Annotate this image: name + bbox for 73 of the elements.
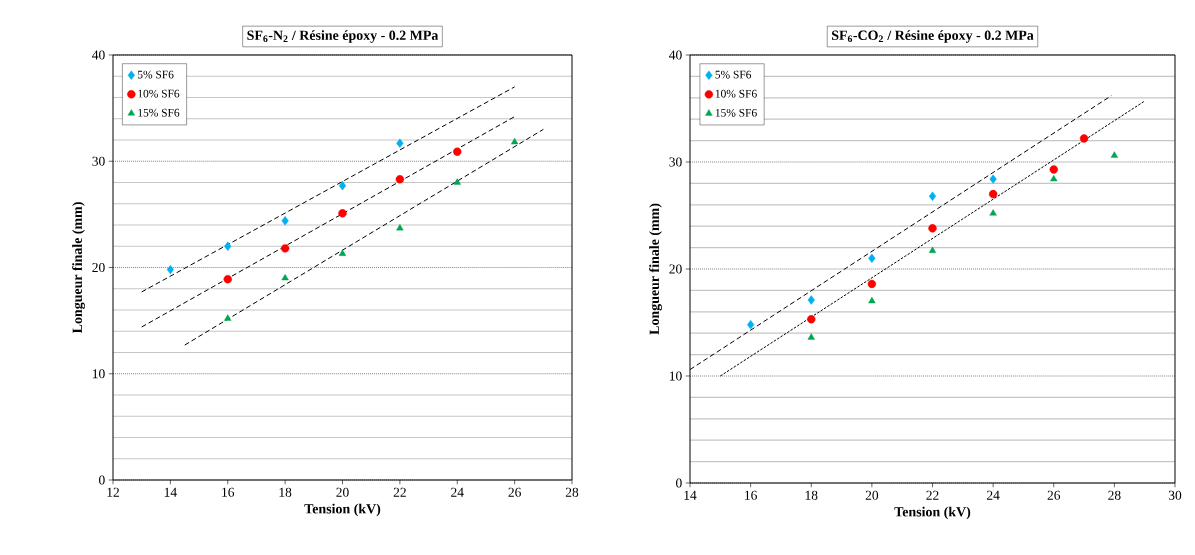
point — [928, 246, 937, 253]
x-tick-label: 22 — [926, 490, 939, 500]
y-tick-label: 10 — [669, 371, 682, 381]
point — [453, 178, 461, 185]
point — [989, 209, 997, 216]
point — [224, 241, 232, 251]
y-tick-label: 40 — [92, 50, 105, 60]
point — [510, 137, 519, 145]
point — [867, 279, 877, 289]
legend-label: 15% SF6 — [138, 108, 180, 117]
x-tick-label: 22 — [393, 487, 406, 497]
legend-label: 10% SF6 — [715, 89, 757, 98]
legend-label: 15% SF6 — [715, 108, 757, 117]
point — [453, 147, 462, 156]
x-tick-label: 16 — [222, 487, 235, 497]
x-tick-label: 14 — [164, 487, 177, 497]
point — [224, 314, 232, 321]
point — [868, 253, 876, 263]
point — [280, 244, 290, 253]
point — [1050, 174, 1058, 182]
x-tick-label: 30 — [1168, 490, 1182, 500]
y-tick-label: 40 — [669, 50, 682, 60]
legend-label: 5% SF6 — [138, 70, 174, 79]
point — [1079, 134, 1089, 143]
point — [223, 275, 232, 284]
point — [807, 333, 815, 340]
x-tick-label: 28 — [565, 487, 579, 497]
point — [338, 209, 347, 218]
y-tick-label: 0 — [99, 475, 105, 485]
chart-title: SF$_{6}$-CO$_{2}$ / Résine époxy - 0.2 MPa — [832, 30, 1034, 43]
y-tick-label: 30 — [92, 156, 105, 166]
x-tick-label: 28 — [1108, 490, 1121, 500]
point — [1049, 165, 1058, 174]
y-tick-label: 30 — [669, 157, 682, 167]
point — [396, 138, 404, 148]
y-axis-title: Longueur finale (mm) — [72, 202, 85, 334]
x-tick-label: 12 — [107, 487, 119, 497]
point — [928, 191, 937, 201]
x-tick-label: 24 — [987, 490, 1000, 500]
y-tick-label: 20 — [669, 264, 682, 274]
x-tick-label: 18 — [805, 490, 818, 500]
x-axis-title: Tension (kV) — [894, 506, 971, 520]
point — [807, 315, 816, 324]
y-tick-label: 20 — [92, 262, 105, 273]
point — [807, 295, 815, 305]
point — [395, 175, 405, 184]
x-axis-title: Tension (kV) — [304, 503, 381, 517]
point — [396, 224, 404, 231]
y-tick-label: 10 — [92, 369, 105, 379]
x-tick-label: 26 — [508, 487, 521, 497]
x-tick-label: 16 — [745, 490, 757, 500]
point — [868, 296, 876, 304]
point — [1110, 151, 1119, 158]
point — [166, 264, 174, 275]
chart-title: SF$_{6}$-N$_{2}$ / Résine époxy - 0.2 MPa — [247, 30, 439, 43]
point — [338, 249, 347, 256]
y-tick-label: 0 — [676, 478, 682, 488]
x-tick-label: 20 — [336, 487, 349, 497]
point — [989, 174, 997, 184]
x-tick-label: 14 — [684, 490, 697, 500]
x-tick-label: 18 — [279, 487, 292, 497]
point — [988, 189, 998, 199]
y-axis-title: Longueur finale (mm) — [649, 203, 662, 335]
x-tick-label: 26 — [1047, 490, 1061, 500]
x-tick-label: 20 — [865, 490, 879, 500]
point — [747, 319, 755, 330]
point — [281, 216, 289, 226]
legend-label: 5% SF6 — [715, 70, 752, 79]
x-tick-label: 24 — [451, 487, 464, 497]
legend-label: 10% SF6 — [138, 89, 180, 98]
point — [928, 224, 937, 233]
point — [338, 181, 347, 191]
point — [281, 273, 289, 281]
